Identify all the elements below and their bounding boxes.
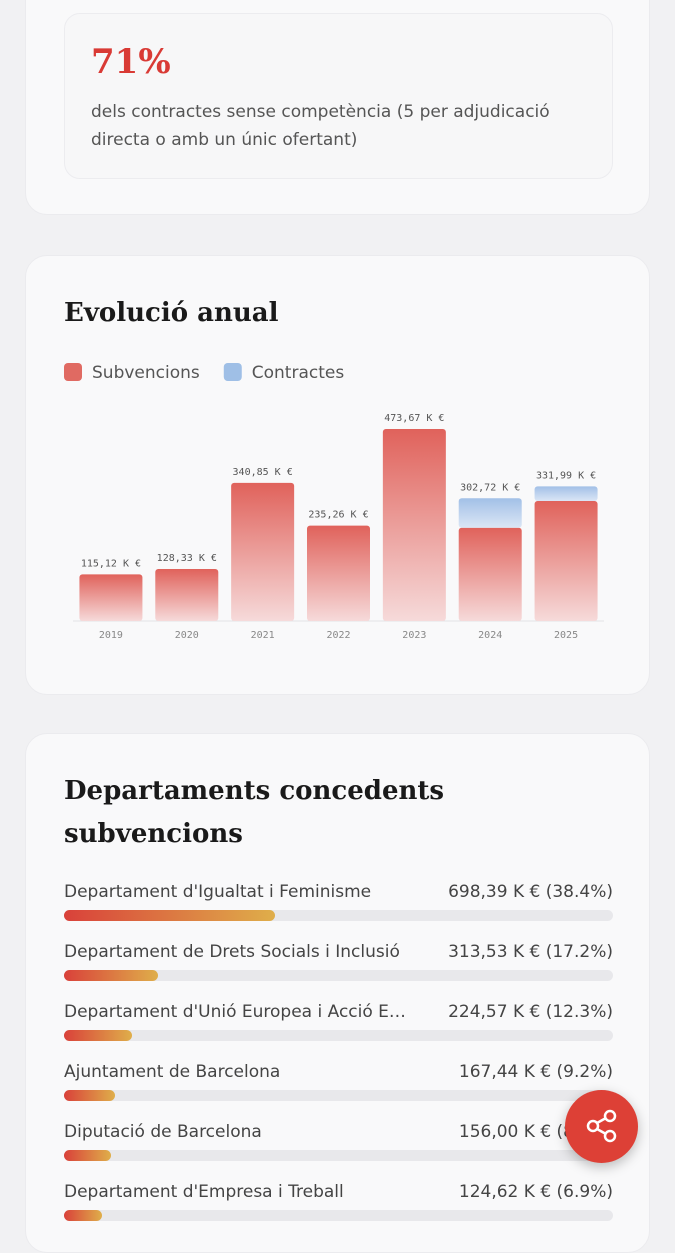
total-label: 235,26 K € xyxy=(308,510,368,521)
share-bar xyxy=(64,1150,112,1161)
total-label: 115,12 K € xyxy=(81,558,141,569)
share-button[interactable] xyxy=(565,1090,638,1163)
bar-segment xyxy=(382,429,446,621)
bar-segment xyxy=(231,482,295,621)
x-tick-label: 2025 xyxy=(554,630,578,641)
share-track xyxy=(64,910,613,921)
total-label: 340,85 K € xyxy=(233,467,293,478)
bar-segment xyxy=(534,486,598,502)
total-label: 473,67 K € xyxy=(384,413,444,424)
share-track xyxy=(64,1030,613,1041)
x-tick-label: 2019 xyxy=(99,630,123,641)
legend-label: Subvencions xyxy=(92,363,200,383)
x-tick-label: 2022 xyxy=(326,630,350,641)
stat-value: 71% xyxy=(91,42,171,82)
department-amount: 698,39 K € (38.4%) xyxy=(448,882,613,902)
share-track xyxy=(64,1210,613,1221)
department-name: Ajuntament de Barcelona xyxy=(64,1062,281,1082)
department-amount: 124,62 K € (6.9%) xyxy=(458,1182,613,1202)
chart-title: Evolució anual xyxy=(64,298,279,328)
page: 71% dels contractes sense competència (5… xyxy=(25,0,650,1253)
department-name: Departament d'Igualtat i Feminisme xyxy=(64,882,372,902)
stat-card: 71% dels contractes sense competència (5… xyxy=(25,0,650,215)
bar-segment xyxy=(155,568,219,621)
share-bar xyxy=(64,1210,102,1221)
share-track xyxy=(64,970,613,981)
x-tick-label: 2024 xyxy=(478,630,502,641)
department-amount: 167,44 K € (9.2%) xyxy=(458,1062,613,1082)
bar-segment xyxy=(79,574,143,621)
share-track xyxy=(64,1150,613,1161)
share-icon xyxy=(586,1109,617,1143)
x-tick-label: 2023 xyxy=(402,630,426,641)
bar-segment xyxy=(458,498,522,528)
departments-card: Departaments concedents subvencions Depa… xyxy=(25,733,650,1253)
share-bar xyxy=(64,970,159,981)
department-name: Diputació de Barcelona xyxy=(64,1122,262,1142)
bar-segment xyxy=(458,527,522,621)
department-name: Departament de Drets Socials i Inclusió xyxy=(64,942,400,962)
share-bar xyxy=(64,1090,115,1101)
share-bar xyxy=(64,1030,132,1041)
chart-card: Evolució anual Subvencions Contractes 115,… xyxy=(25,255,650,695)
total-label: 128,33 K € xyxy=(157,553,217,564)
bar-segment xyxy=(307,525,370,621)
department-name: Departament d'Unió Europea i Acció E… xyxy=(64,1002,406,1022)
departments-title: Departaments concedents subvencions xyxy=(64,776,445,849)
legend-swatch xyxy=(64,363,82,381)
bar-segment xyxy=(534,501,598,621)
x-tick-label: 2021 xyxy=(251,630,275,641)
stat-box: 71% dels contractes sense competència (5… xyxy=(64,13,613,179)
department-name: Departament d'Empresa i Treball xyxy=(64,1182,344,1202)
department-amount: 224,57 K € (12.3%) xyxy=(448,1002,613,1022)
legend-swatch xyxy=(223,363,242,381)
share-track xyxy=(64,1090,613,1101)
chart: Subvencions Contractes 115,12 K € 2019 128,3… xyxy=(64,363,604,641)
stat-text: dels contractes sense competència (5 per… xyxy=(91,102,550,150)
x-tick-label: 2020 xyxy=(175,630,199,641)
total-label: 302,72 K € xyxy=(460,482,520,493)
department-amount: 313,53 K € (17.2%) xyxy=(448,942,613,962)
share-bar xyxy=(64,910,275,921)
legend-label: Contractes xyxy=(252,363,345,383)
total-label: 331,99 K € xyxy=(536,470,596,481)
